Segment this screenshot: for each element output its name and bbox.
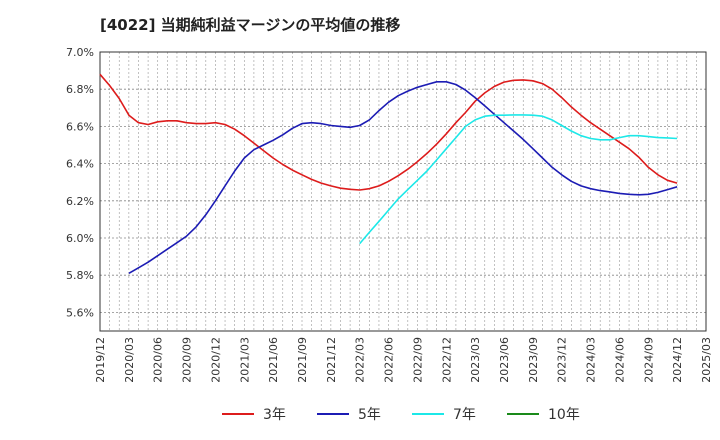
legend: 3年 5年 7年 10年: [222, 407, 580, 423]
series-line-2: [359, 114, 678, 245]
x-tick-label: 2022/03: [354, 337, 367, 383]
x-tick-label: 2022/09: [411, 337, 424, 383]
x-tick-label: 2023/12: [556, 337, 569, 383]
x-tick-label: 2023/03: [469, 337, 482, 383]
x-tick-label: 2021/03: [238, 337, 251, 383]
x-tick-label: 2022/06: [383, 337, 396, 383]
x-tick-label: 2020/03: [123, 337, 136, 383]
legend-label: 5年: [358, 407, 381, 423]
x-tick-label: 2023/09: [527, 337, 540, 383]
chart-title: [4022] 当期純利益マージンの平均値の推移: [100, 16, 401, 34]
series-line-0: [99, 73, 678, 191]
legend-item: 5年: [317, 407, 381, 423]
y-tick-label: 6.6%: [66, 120, 94, 133]
y-tick-label: 6.4%: [66, 158, 94, 171]
y-tick-label: 6.8%: [66, 83, 94, 96]
x-tick-label: 2025/03: [700, 337, 713, 383]
series-layer: [99, 73, 678, 274]
x-tick-label: 2023/06: [498, 337, 511, 383]
plot-frame: [99, 51, 707, 332]
axis-layer: 5.6% 5.8% 6.0% 6.2% 6.4% 6.6% 6.8% 7.0% 2019/12 2…: [66, 46, 713, 383]
x-tick-label: 2024/03: [585, 337, 598, 383]
y-tick-label: 5.6%: [66, 306, 94, 319]
y-tick-label: 7.0%: [66, 46, 94, 59]
x-tick-label: 2019/12: [94, 337, 107, 383]
grid-layer: [99, 51, 707, 331]
y-tick-label: 5.8%: [66, 269, 94, 282]
x-tick-label: 2024/09: [642, 337, 655, 383]
legend-label: 3年: [263, 407, 286, 423]
series-line-1: [128, 81, 678, 274]
x-tick-label: 2020/09: [181, 337, 194, 383]
legend-label: 7年: [453, 407, 476, 423]
x-tick-label: 2021/09: [296, 337, 309, 383]
legend-label: 10年: [548, 407, 580, 423]
x-tick-label: 2021/12: [325, 337, 338, 383]
legend-item: 10年: [507, 407, 580, 423]
x-tick-label: 2024/12: [671, 337, 684, 383]
y-tick-label: 6.2%: [66, 195, 94, 208]
x-tick-label: 2022/12: [440, 337, 453, 383]
x-tick-label: 2021/06: [267, 337, 280, 383]
legend-item: 7年: [412, 407, 476, 423]
x-tick-label: 2020/06: [152, 337, 165, 383]
y-tick-label: 6.0%: [66, 232, 94, 245]
legend-item: 3年: [222, 407, 286, 423]
x-tick-label: 2020/12: [209, 337, 222, 383]
x-tick-label: 2024/06: [613, 337, 626, 383]
